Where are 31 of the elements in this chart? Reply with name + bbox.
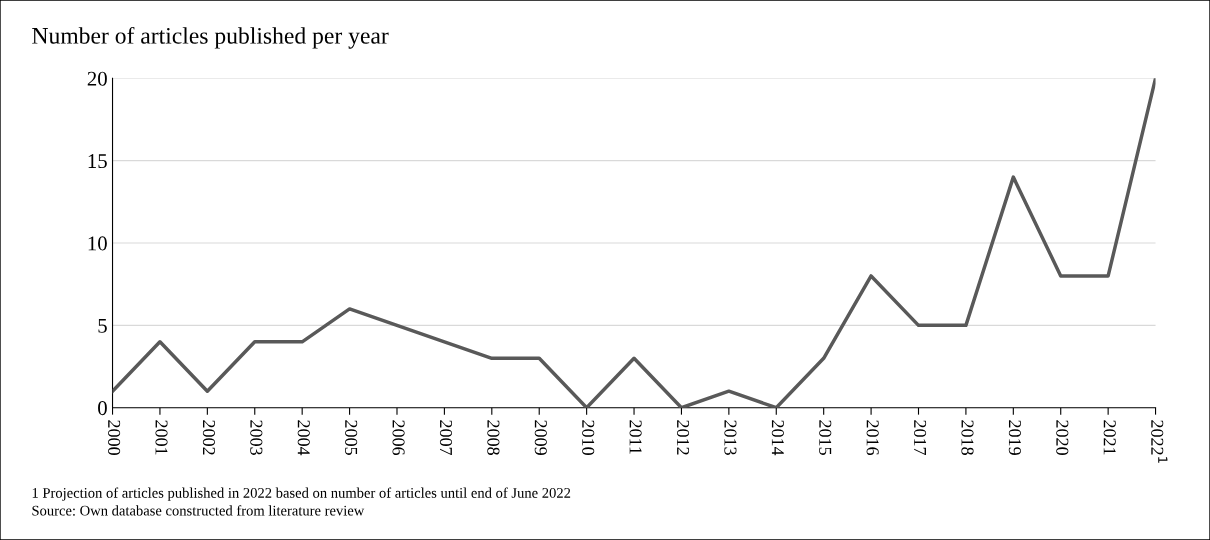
x-tick-label: 2000 [108,420,121,455]
x-tick-label: 2003 [250,420,263,455]
y-tick-label: 0 [98,401,107,416]
chart-title: Number of articles published per year [32,26,389,49]
x-tick-label: 2002 [202,420,216,455]
y-tick-label: 10 [88,236,107,251]
x-tick-label: 2022$^{1}$ [1151,420,1168,463]
y-tick-label: 15 [88,154,107,169]
x-tick-label: 2014 [771,420,784,456]
x-tick-label: 2017 [913,420,927,456]
x-tick-label: 2020 [1056,420,1069,455]
x-tick-label: 2021 [1103,420,1116,455]
text: 1 Projection of articles published in 2022 based on number of articles until end of June 2022 [32,487,571,501]
x-tick-label: 2016 [866,420,879,456]
x-tick-label: 2007 [439,420,453,456]
x-tick-label: 2012 [676,420,690,455]
x-tick-label: 2001 [155,420,168,455]
x-tick-label: 2004 [297,420,310,456]
x-tick-label: 2018 [961,420,974,455]
x-tick-label: 2006 [392,420,405,456]
x-tick-label: 2011 [629,420,642,454]
x-tick-label: 2008 [487,420,500,455]
x-tick-label: 2010 [582,420,595,455]
x-tick-label: 2005 [345,420,358,455]
x-tick-label: 2015 [819,420,832,455]
x-tick-label: 2019 [1008,420,1021,455]
y-tick-label: 5 [98,318,107,333]
y-tick-label: 20 [87,71,107,86]
x-tick-label: 2009 [534,420,547,455]
source-note: Source: Own database constructed from literature review [32,505,365,516]
x-tick-label: 2013 [724,420,737,455]
